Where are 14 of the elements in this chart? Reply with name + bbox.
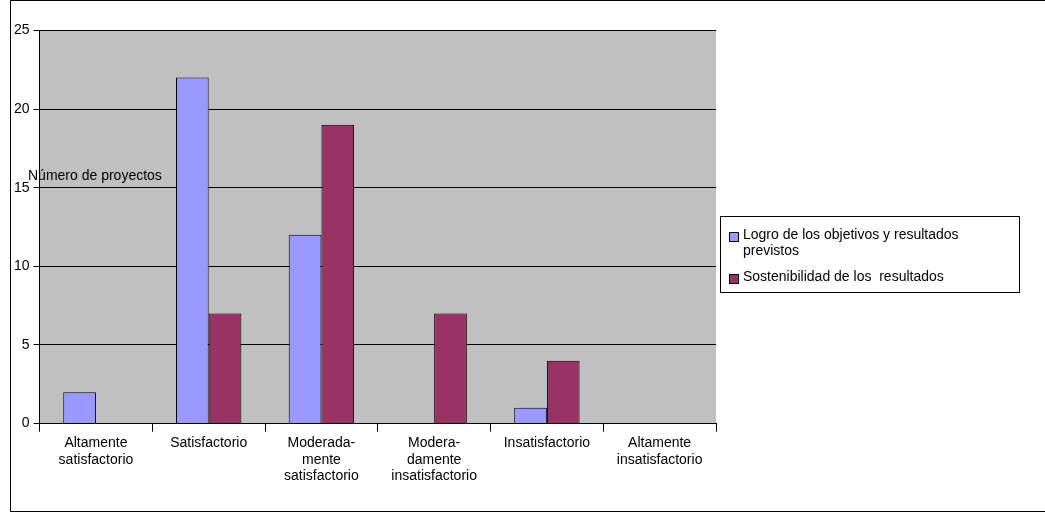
x-tick-label: Moderada- mente satisfactorio (284, 433, 359, 484)
legend-label: Sostenibilidad de los resultados (743, 268, 944, 284)
y-tick-label: 25 (13, 21, 30, 38)
x-tick-label: Altamente insatisfactorio (616, 433, 703, 467)
y-tick-label: 10 (13, 257, 30, 274)
y-tick-label: 20 (13, 99, 30, 116)
x-tick-label: Modera- damente insatisfactorio (391, 433, 478, 484)
y-tick-label: 5 (21, 335, 30, 352)
y-tick-label: 0 (21, 414, 30, 431)
y-tick-label: 15 (13, 178, 30, 195)
x-tick-label: Insatisfactorio (503, 433, 591, 450)
legend-label: Logro de los objetivos y resultados previstos (743, 226, 960, 258)
x-tick-label: Satisfactorio (170, 433, 248, 450)
x-tick-label: Altamente satisfactorio (58, 433, 134, 467)
